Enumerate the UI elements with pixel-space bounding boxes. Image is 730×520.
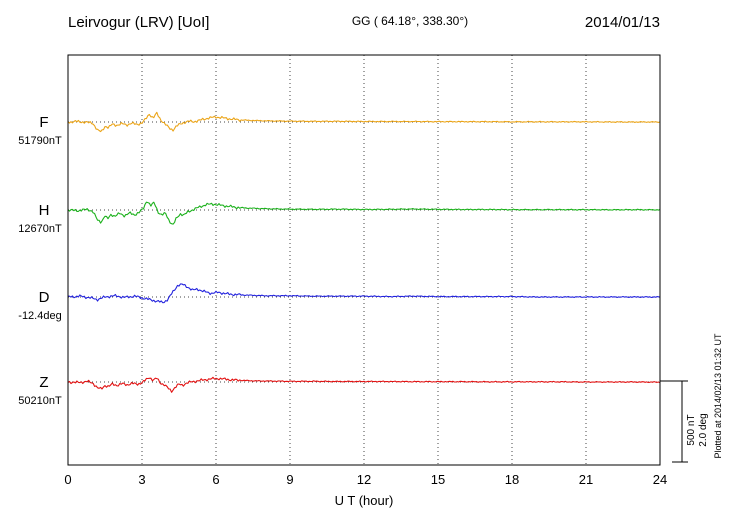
trace-H: [67, 201, 661, 225]
x-tick-label: 9: [286, 472, 293, 487]
trace-F: [67, 111, 661, 133]
x-tick-label: 21: [579, 472, 593, 487]
trace-value-h: 12670nT: [18, 223, 62, 235]
trace-label-f: F: [39, 114, 48, 131]
trace-layer: [67, 111, 661, 393]
x-tick-label: 3: [138, 472, 145, 487]
x-tick-label: 6: [212, 472, 219, 487]
scale-bracket: [660, 380, 688, 463]
plotted-at-note: Plotted at 2014/02/13 01:32 UT: [713, 333, 723, 459]
grid-layer: 0 3 6 9 12 15 18 21 24: [64, 55, 667, 487]
page-title: Leirvogur (LRV) [UoI]: [68, 14, 209, 31]
x-tick-label: 18: [505, 472, 519, 487]
trace-value-z: 50210nT: [18, 395, 62, 407]
scale-nt-label: 500 nT: [686, 414, 697, 445]
trace-D: [67, 283, 661, 304]
x-tick-label: 12: [357, 472, 371, 487]
x-tick-label: 15: [431, 472, 445, 487]
date-label: 2014/01/13: [585, 14, 660, 31]
trace-value-f: 51790nT: [18, 135, 62, 147]
trace-value-d: -12.4deg: [18, 310, 61, 322]
x-tick-label: 0: [64, 472, 71, 487]
trace-Z: [67, 376, 661, 393]
trace-label-d: D: [39, 289, 50, 306]
x-tick-label: 24: [653, 472, 667, 487]
x-axis-label: U T (hour): [335, 493, 394, 508]
plot-border: [67, 54, 661, 466]
trace-label-h: H: [39, 202, 50, 219]
station-coordinates: GG ( 64.18°, 338.30°): [352, 14, 468, 28]
trace-label-z: Z: [39, 374, 48, 391]
scale-deg-label: 2.0 deg: [698, 413, 709, 446]
